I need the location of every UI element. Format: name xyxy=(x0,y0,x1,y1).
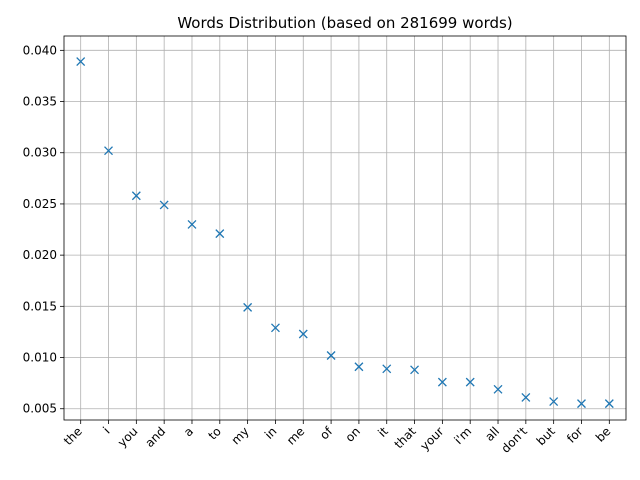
x-tick-label-13: your xyxy=(418,424,447,453)
data-point-the xyxy=(76,57,86,67)
plot-frame xyxy=(63,35,627,421)
x-tick-label-9: of xyxy=(317,424,336,443)
data-point-and xyxy=(159,200,169,210)
data-point-all xyxy=(493,384,503,394)
x-tick-label-16: don't xyxy=(498,424,530,456)
y-tick-label: 0.010 xyxy=(23,351,57,365)
x-tick-label-12: that xyxy=(392,424,419,451)
data-point-be xyxy=(604,399,614,409)
data-point-to xyxy=(215,229,225,239)
data-points xyxy=(76,57,614,409)
data-point-my xyxy=(243,302,253,312)
data-point-don't xyxy=(521,393,531,402)
data-point-you xyxy=(131,191,141,201)
data-point-of xyxy=(326,351,336,360)
x-tick-label-7: in xyxy=(262,424,280,442)
x-tick-label-18: for xyxy=(564,424,586,446)
data-point-i xyxy=(104,146,113,156)
data-point-but xyxy=(549,397,559,407)
x-tick-label-19: be xyxy=(593,424,614,445)
axes xyxy=(63,35,627,421)
x-tick-label-2: you xyxy=(115,424,141,450)
x-tick-label-3: and xyxy=(142,424,168,450)
data-point-i'm xyxy=(465,377,475,387)
x-tick-label-1: i xyxy=(100,424,112,436)
data-point-on xyxy=(354,362,364,372)
data-point-that xyxy=(410,365,420,375)
chart-title: Words Distribution (based on 281699 word… xyxy=(177,14,512,32)
x-tick-label-11: it xyxy=(375,424,391,440)
data-point-me xyxy=(298,329,308,339)
y-tick-label: 0.025 xyxy=(23,197,57,211)
x-tick-label-4: a xyxy=(181,424,196,439)
y-tick-label: 0.035 xyxy=(23,95,57,109)
grid-lines xyxy=(64,36,626,420)
data-point-it xyxy=(382,364,392,374)
x-tick-label-5: to xyxy=(206,424,224,442)
y-tick-label: 0.005 xyxy=(23,402,57,416)
data-point-in xyxy=(270,323,280,333)
y-tick-label: 0.020 xyxy=(23,248,57,262)
y-tick-label: 0.015 xyxy=(23,299,57,313)
y-tick-label: 0.040 xyxy=(23,43,57,57)
x-tick-label-14: i'm xyxy=(451,424,474,447)
x-tick-label-6: my xyxy=(229,424,252,447)
x-tick-label-8: me xyxy=(284,424,307,447)
y-axis-ticks: 0.005 0.010 0.015 0.020 0.025 0.030 0.035 0.040 xyxy=(23,43,64,416)
data-point-for xyxy=(577,399,586,409)
data-point-a xyxy=(187,219,197,229)
x-tick-label-0: the xyxy=(61,424,85,448)
x-tick-label-17: but xyxy=(534,424,558,448)
x-tick-label-15: all xyxy=(482,424,502,444)
y-tick-label: 0.030 xyxy=(23,146,57,160)
data-point-your xyxy=(437,377,447,387)
x-tick-label-10: on xyxy=(343,424,363,444)
